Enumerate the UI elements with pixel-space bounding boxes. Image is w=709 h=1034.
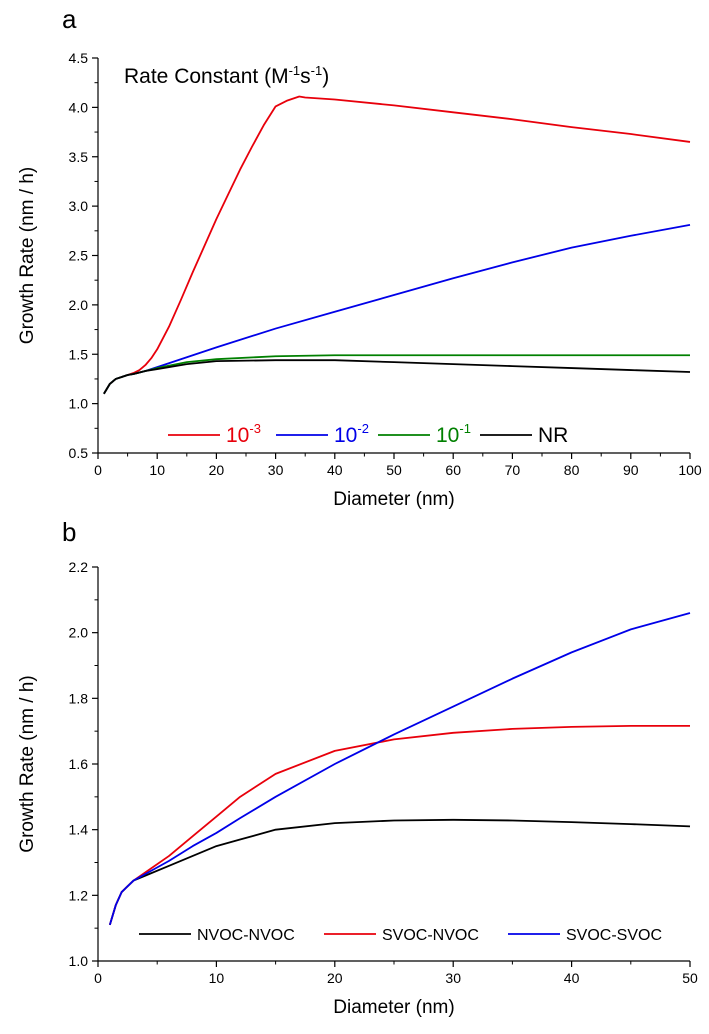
x-tick-label: 40 [327, 462, 343, 478]
annotation-part: s [300, 65, 311, 88]
x-axis-label: Diameter (nm) [333, 997, 454, 1018]
y-tick-label: 2.5 [69, 248, 89, 264]
panel-label: a [62, 4, 77, 34]
legend-label-sup: -3 [249, 421, 261, 436]
y-tick-label: 4.0 [69, 99, 89, 115]
x-tick-label: 30 [445, 970, 461, 986]
y-tick-label: 1.0 [69, 396, 89, 412]
y-tick-label: 1.6 [69, 756, 89, 772]
legend-label-sup: -1 [459, 421, 471, 436]
legend-label: 10-1 [436, 421, 471, 447]
y-axis-label: Growth Rate (nm / h) [17, 167, 38, 344]
x-tick-label: 20 [327, 970, 343, 986]
legend-label: SVOC-NVOC [382, 927, 479, 944]
x-tick-label: 40 [564, 970, 580, 986]
x-tick-label: 60 [445, 462, 461, 478]
x-axis-label: Diameter (nm) [333, 489, 454, 510]
y-tick-label: 2.0 [69, 625, 89, 641]
annotation: Rate Constant (M-1s-1) [124, 63, 329, 88]
x-tick-label: 50 [386, 462, 402, 478]
annotation-part: -1 [311, 63, 323, 78]
panel-a: a0 10 20 30 40 50 60 70 80 90 1000.51.01.52.02.53.… [17, 4, 702, 510]
y-axis-label: Growth Rate (nm / h) [17, 675, 38, 852]
x-tick-label: 100 [678, 462, 702, 478]
y-tick-label: 3.5 [69, 149, 89, 165]
annotation-part: ) [322, 65, 329, 88]
legend-label: 10-3 [226, 421, 261, 447]
y-tick-label: 0.5 [69, 445, 89, 461]
x-tick-label: 20 [209, 462, 225, 478]
legend-label-sup: -2 [357, 421, 369, 436]
x-tick-label: 0 [94, 970, 102, 986]
series-line [108, 725, 690, 926]
annotation-part: -1 [289, 63, 301, 78]
y-tick-label: 4.5 [69, 50, 89, 66]
x-tick-label: 80 [564, 462, 580, 478]
legend-label: 10-2 [334, 421, 369, 447]
series-line [103, 354, 690, 395]
x-tick-label: 0 [94, 462, 102, 478]
legend-label: NR [538, 424, 568, 447]
series-line [103, 359, 691, 395]
legend-label-base: NR [538, 424, 568, 447]
y-tick-label: 3.0 [69, 198, 89, 214]
series-line [108, 612, 691, 926]
y-tick-label: 1.0 [69, 953, 89, 969]
panel-label: b [62, 517, 76, 547]
annotation-part: Rate Constant (M [124, 65, 289, 88]
x-tick-label: 10 [149, 462, 165, 478]
legend-label-base: 10 [226, 424, 249, 447]
x-tick-label: 70 [505, 462, 521, 478]
y-tick-label: 2.0 [69, 297, 89, 313]
series-line [108, 818, 691, 926]
y-tick-label: 1.2 [69, 887, 89, 903]
y-tick-label: 1.5 [69, 346, 89, 362]
x-tick-label: 90 [623, 462, 639, 478]
x-tick-label: 50 [682, 970, 698, 986]
legend-label-base: 10 [334, 424, 357, 447]
y-tick-label: 2.2 [69, 559, 89, 575]
legend-label: NVOC-NVOC [197, 927, 295, 944]
legend-label-base: 10 [436, 424, 459, 447]
y-tick-label: 1.8 [69, 690, 89, 706]
x-tick-label: 30 [268, 462, 284, 478]
legend: NVOC-NVOC SVOC-NVOC SVOC-SVOC [139, 927, 662, 944]
legend: 10-3 10-2 10-1 NR [168, 421, 568, 447]
legend-label: SVOC-SVOC [566, 927, 662, 944]
x-tick-label: 10 [209, 970, 225, 986]
panel-b: b 0 10 20 30 40 50 1.0 1.2 1.4 1.6 1.8 2.0 2.2 Diamete… [17, 517, 698, 1018]
y-tick-label: 1.4 [69, 822, 89, 838]
series-line [103, 95, 691, 395]
